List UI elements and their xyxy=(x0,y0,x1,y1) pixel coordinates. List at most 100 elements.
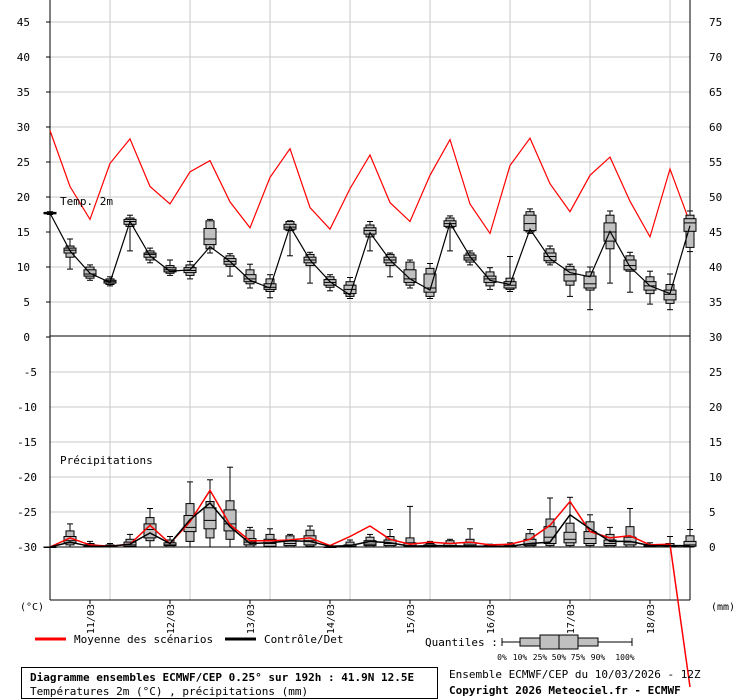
temp-tick-label-right: 40 xyxy=(709,261,722,274)
precip-box xyxy=(43,546,57,548)
legend-quantile-box xyxy=(501,634,633,650)
temp-box xyxy=(523,208,537,234)
legend-quantile-tick: 100% xyxy=(615,653,634,662)
x-day-label: 18/03 xyxy=(646,604,657,634)
temp-box xyxy=(423,263,437,299)
temp-tick-label-right: 75 xyxy=(709,16,722,29)
precip-tick-label-left: -25 xyxy=(17,506,37,519)
legend-quantiles-label: Quantiles : xyxy=(425,636,498,649)
x-day-label: 11/03 xyxy=(86,604,97,634)
temp-tick-label-right: 45 xyxy=(709,226,722,239)
precip-p25-p75 xyxy=(203,507,217,530)
temp-box xyxy=(683,210,697,253)
precip-tick-label-right: 5 xyxy=(709,506,716,519)
legend-mean-label: Moyenne des scénarios xyxy=(74,633,213,646)
temp-p25-p75 xyxy=(563,269,577,282)
legend-control-label: Contrôle/Det xyxy=(264,633,343,646)
legend-quantile-tick: 0% xyxy=(497,653,507,662)
precip-box xyxy=(383,529,397,548)
temp-control-line xyxy=(49,212,691,296)
temp-box xyxy=(203,218,217,254)
precip-control-line xyxy=(49,501,690,548)
temp-box xyxy=(303,251,317,284)
temp-box xyxy=(483,267,497,290)
precip-box xyxy=(563,496,577,548)
precip-tick-label-right: 25 xyxy=(709,366,722,379)
precip-tick-label-left: -15 xyxy=(17,436,37,449)
footer-subtitle: Températures 2m (°C) , précipitations (m… xyxy=(30,685,309,698)
temp-box xyxy=(363,221,377,252)
precip-tick-label-right: 20 xyxy=(709,401,722,414)
precip-box xyxy=(143,508,157,548)
temp-box xyxy=(403,259,417,289)
legend-quantile-tick: 50% xyxy=(552,653,567,662)
temp-p25-p75 xyxy=(243,274,257,283)
axes xyxy=(46,0,691,604)
legend-quantile-tick: 25% xyxy=(533,653,548,662)
precip-box xyxy=(223,466,237,548)
temp-tick-label-left: 0 xyxy=(23,331,30,344)
precipitation-panel xyxy=(43,466,697,688)
temp-tick-label-left: 25 xyxy=(17,156,30,169)
precip-tick-label-left: -30 xyxy=(17,541,37,554)
legend-quantile-tick: 75% xyxy=(571,653,586,662)
temp-tick-label-left: 20 xyxy=(17,191,30,204)
precip-box xyxy=(543,497,557,548)
precip-tick-label-right: 0 xyxy=(709,541,716,554)
temp-panel-title: Temp. 2m xyxy=(60,195,113,208)
temp-tick-label-left: 5 xyxy=(23,296,30,309)
x-day-label: 14/03 xyxy=(326,604,337,634)
legend-quantile-ticks: 0% 10% 25% 50% 75% 90% 100% xyxy=(497,653,635,662)
x-day-label: 16/03 xyxy=(486,604,497,634)
temp-p25-p75 xyxy=(583,275,597,289)
temp-box xyxy=(443,215,457,252)
temp-tick-label-right: 50 xyxy=(709,191,722,204)
temp-tick-label-right: 60 xyxy=(709,121,722,134)
temp-tick-label-right: 70 xyxy=(709,51,722,64)
x-day-label: 12/03 xyxy=(166,604,177,634)
precip-tick-label-right: 15 xyxy=(709,436,722,449)
precip-box xyxy=(263,528,277,548)
x-day-label: 13/03 xyxy=(246,604,257,634)
legend: Moyenne des scénarios Contrôle/Det Quant… xyxy=(35,633,635,662)
temp-tick-label-right: 55 xyxy=(709,156,722,169)
temp-tick-label-right: 65 xyxy=(709,86,722,99)
temp-p25-p75 xyxy=(663,289,677,301)
precip-mean-line xyxy=(49,488,691,688)
temp-tick-label-left: 40 xyxy=(17,51,30,64)
temp-p25-p75 xyxy=(203,228,217,246)
precip-tick-label-left: -5 xyxy=(24,366,37,379)
legend-quantile-tick: 10% xyxy=(513,653,528,662)
temp-tick-label-right: 30 xyxy=(709,331,722,344)
temperature-panel xyxy=(43,130,697,311)
temp-box xyxy=(563,263,577,297)
y-axis-unit-right: (mm) xyxy=(711,602,735,613)
temp-p25-p75 xyxy=(623,259,637,271)
temp-box xyxy=(623,251,637,293)
temp-tick-label-left: 45 xyxy=(17,16,30,29)
precip-box xyxy=(583,514,597,548)
temp-mean-line xyxy=(49,130,691,239)
temp-tick-label-left: 30 xyxy=(17,121,30,134)
grid xyxy=(50,0,690,600)
temp-tick-label-left: 35 xyxy=(17,86,30,99)
footer-title: Diagramme ensembles ECMWF/CEP 0.25° sur … xyxy=(30,671,415,684)
precip-box xyxy=(463,528,477,548)
temp-box xyxy=(383,252,397,278)
x-day-label: 15/03 xyxy=(406,604,417,634)
precip-tick-label-left: -20 xyxy=(17,471,37,484)
temp-box xyxy=(583,266,597,311)
precip-tick-label-left: -10 xyxy=(17,401,37,414)
x-day-label: 17/03 xyxy=(566,604,577,634)
y-axis-unit-left: (°C) xyxy=(20,602,44,613)
temp-tick-label-left: 15 xyxy=(17,226,30,239)
precip-p25-p75 xyxy=(603,539,617,547)
precip-box xyxy=(203,479,217,548)
precip-tick-label-right: 10 xyxy=(709,471,722,484)
footer-run: Ensemble ECMWF/CEP du 10/03/2026 - 12Z xyxy=(449,668,701,681)
info-box: Diagramme ensembles ECMWF/CEP 0.25° sur … xyxy=(21,667,438,699)
temp-box xyxy=(163,259,177,276)
legend-quantile-tick: 90% xyxy=(591,653,606,662)
